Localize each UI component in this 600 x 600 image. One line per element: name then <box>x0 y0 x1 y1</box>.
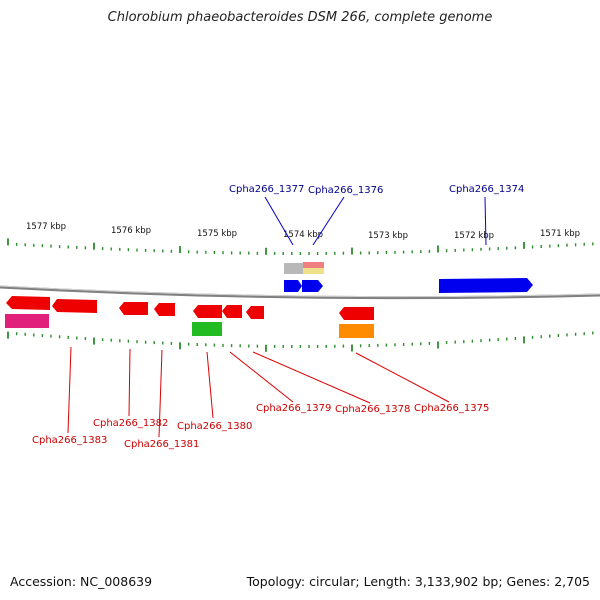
gene-block-grey[interactable] <box>284 263 303 274</box>
gene-arrow-reverse[interactable] <box>222 305 242 318</box>
gene-arrow-reverse[interactable] <box>6 296 50 310</box>
gene-label[interactable]: Cpha266_1378 <box>335 404 410 415</box>
reverse-label-connectors <box>67 346 450 438</box>
map-title: Chlorobium phaeobacteroides DSM 266, com… <box>107 10 493 25</box>
gene-block-yellow[interactable] <box>303 268 324 274</box>
gene-arrow-reverse[interactable] <box>339 307 374 320</box>
gene-arrow-reverse[interactable] <box>154 303 175 316</box>
gene-arrow-forward[interactable] <box>439 278 533 293</box>
gene-block-orange[interactable] <box>339 324 374 338</box>
genome-backbone <box>0 285 600 300</box>
scale-ticks-top <box>7 238 594 255</box>
genome-backbone-highlight <box>0 285 600 298</box>
gene-label[interactable]: Cpha266_1376 <box>308 185 383 196</box>
accession-text: Accession: NC_008639 <box>10 574 153 589</box>
scale-label: 1572 kbp <box>454 231 494 241</box>
gene-label[interactable]: Cpha266_1382 <box>93 418 168 429</box>
scale-label: 1574 kbp <box>283 230 323 240</box>
scale-label: 1575 kbp <box>197 229 237 239</box>
scale-label: 1573 kbp <box>368 231 408 241</box>
gene-arrow-forward[interactable] <box>284 280 302 292</box>
gene-arrow-reverse[interactable] <box>119 302 148 315</box>
genome-info-text: Topology: circular; Length: 3,133,902 bp… <box>246 574 590 589</box>
gene-arrow-reverse[interactable] <box>193 305 222 318</box>
gene-arrow-forward[interactable] <box>302 280 323 292</box>
gene-label[interactable]: Cpha266_1374 <box>449 184 524 195</box>
forward-gene-labels: Cpha266_1377 Cpha266_1376 Cpha266_1374 <box>229 184 524 196</box>
scale-label: 1577 kbp <box>26 222 66 232</box>
gene-block-green[interactable] <box>192 322 222 336</box>
gene-label[interactable]: Cpha266_1375 <box>414 403 489 414</box>
scale-label: 1571 kbp <box>540 229 580 239</box>
scale-label: 1576 kbp <box>111 226 151 236</box>
scale-ticks-bottom <box>7 331 594 352</box>
forward-label-connectors <box>264 196 487 246</box>
gene-block-pink[interactable] <box>5 314 49 328</box>
gene-label[interactable]: Cpha266_1377 <box>229 184 304 195</box>
reverse-strand-genes <box>5 296 374 338</box>
forward-strand-genes <box>284 262 533 293</box>
gene-label[interactable]: Cpha266_1379 <box>256 403 331 414</box>
reverse-gene-labels: Cpha266_1383 Cpha266_1382 Cpha266_1381 C… <box>32 403 489 450</box>
gene-arrow-reverse[interactable] <box>52 299 97 313</box>
gene-label[interactable]: Cpha266_1381 <box>124 439 199 450</box>
gene-label[interactable]: Cpha266_1380 <box>177 421 252 432</box>
gene-block-salmon[interactable] <box>303 262 324 268</box>
gene-label[interactable]: Cpha266_1383 <box>32 435 107 446</box>
gene-arrow-reverse[interactable] <box>246 306 264 319</box>
